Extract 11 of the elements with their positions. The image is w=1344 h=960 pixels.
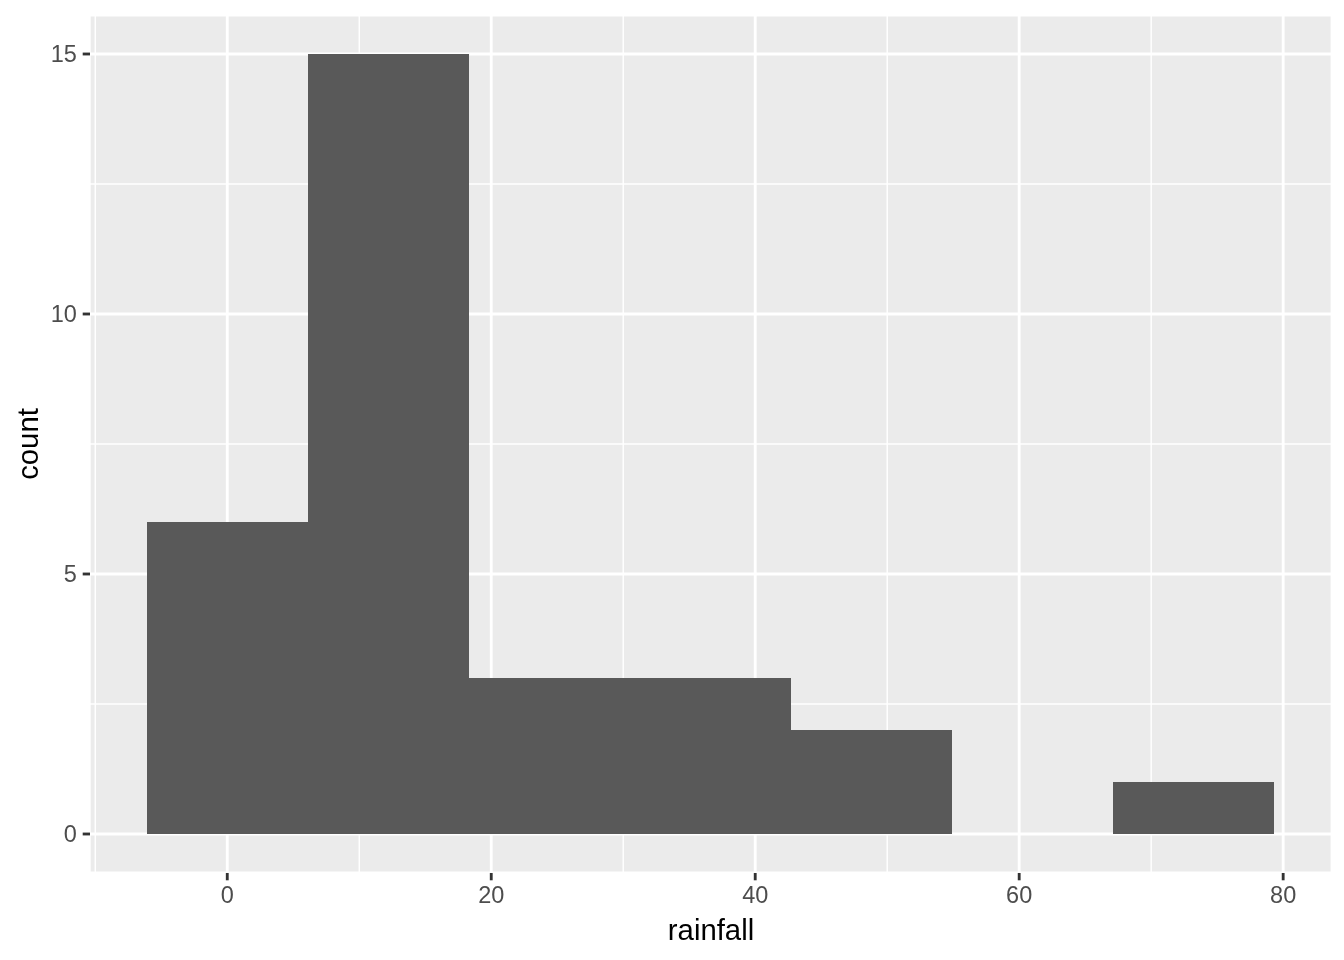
y-tick-label: 10 — [50, 301, 77, 328]
x-tick-label: 0 — [220, 882, 234, 909]
y-axis-title: count — [11, 408, 44, 480]
x-axis-title: rainfall — [667, 913, 755, 946]
x-tick-label: 60 — [1006, 882, 1033, 909]
x-tick-label: 80 — [1270, 882, 1297, 909]
x-tick-label: 20 — [478, 882, 505, 909]
y-tick-label: 15 — [50, 41, 77, 68]
y-tick-label: 0 — [63, 821, 77, 848]
x-tick-label: 40 — [742, 882, 769, 909]
y-tick-label: 5 — [63, 561, 77, 588]
